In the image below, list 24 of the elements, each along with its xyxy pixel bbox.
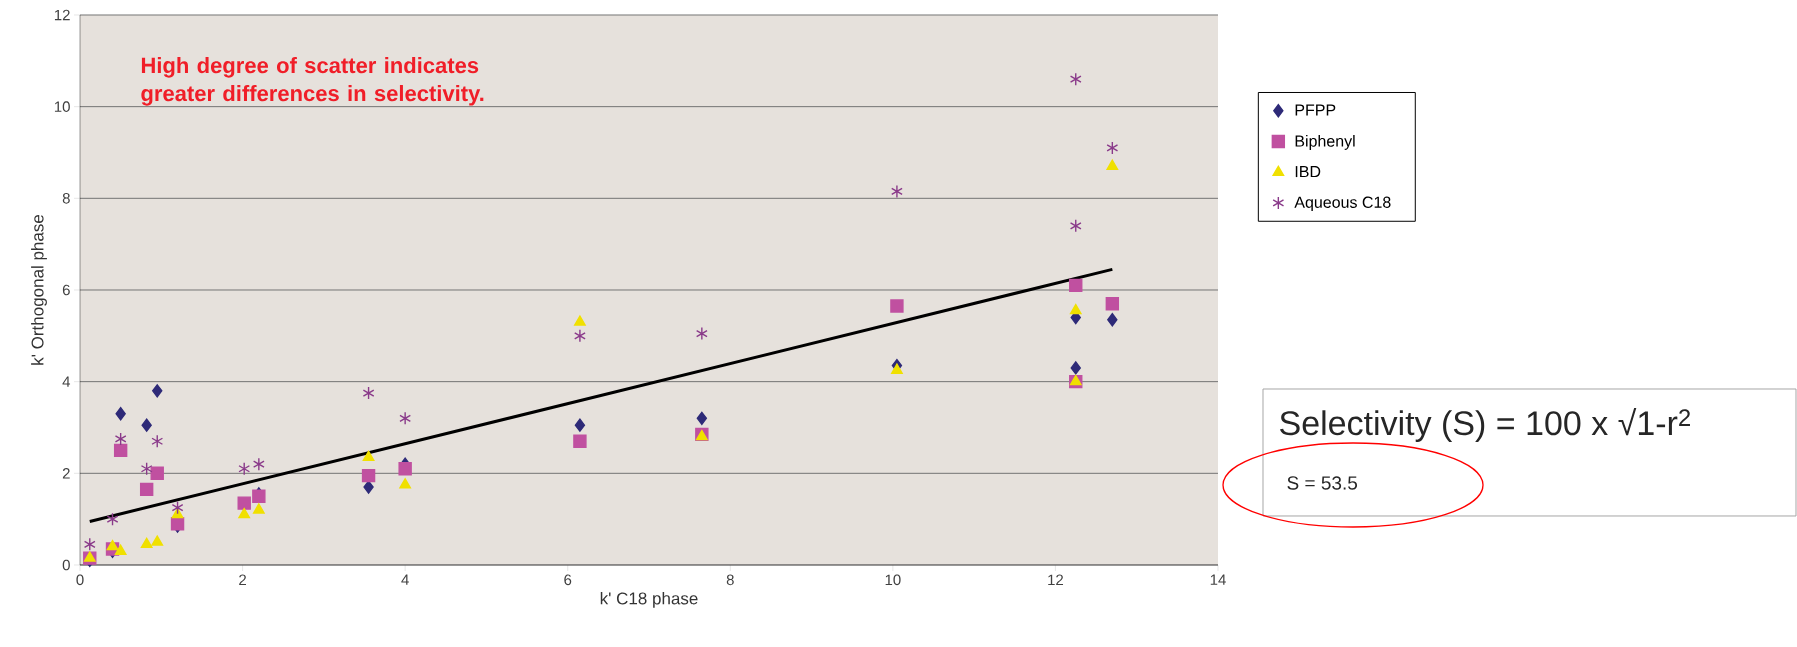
y-tick-label: 4 [62,376,71,387]
y-tick-label: 0 [62,559,70,571]
y-axis-title: k' Orthogonal phase [31,214,47,365]
x-tick-label: 14 [1210,574,1226,585]
legend-label: Aqueous C18 [1294,196,1391,212]
x-tick-label: 2 [239,574,246,585]
y-tick-label: 10 [54,101,70,112]
x-tick-label: 6 [564,574,572,586]
y-tick-label: 12 [54,9,70,21]
x-tick-label: 0 [76,574,84,586]
annotation: High degree of scatter indicates greater differences in selectivity. [141,57,484,106]
x-tick-label: 10 [885,574,901,586]
x-axis-title: k' C18 phase [600,592,698,608]
x-tick-label: 8 [726,574,734,586]
y-tick-label: 8 [62,193,70,204]
legend-label: Biphenyl [1295,135,1355,150]
x-tick-label: 12 [1048,574,1064,585]
legend-label: IBD [1295,166,1321,178]
x-tick-label: 4 [401,574,409,585]
text: Selectivity (S) = 100 x √1-r$^{2}$ [1280,408,1690,442]
y-tick-label: 6 [62,284,70,296]
legend-label: PFPP [1295,104,1336,116]
text: S = 53.5 [1287,476,1358,490]
y-tick-label: 2 [62,468,70,479]
